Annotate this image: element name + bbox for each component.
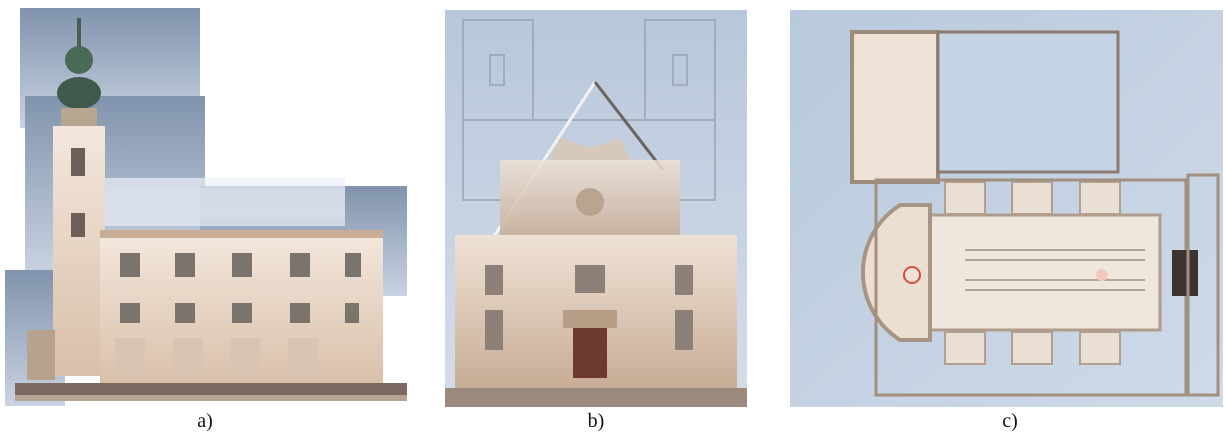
- caption-b: b): [587, 410, 605, 432]
- panel-b-front-facade: [445, 10, 747, 407]
- caption-a: a): [197, 410, 213, 432]
- floor-plan-image: [790, 10, 1223, 407]
- panel-a-side-elevation: [5, 8, 407, 406]
- front-facade-image: [445, 10, 747, 407]
- panel-c-floor-plan: [790, 10, 1223, 407]
- caption-c: c): [1002, 410, 1018, 432]
- side-elevation-image: [5, 8, 407, 406]
